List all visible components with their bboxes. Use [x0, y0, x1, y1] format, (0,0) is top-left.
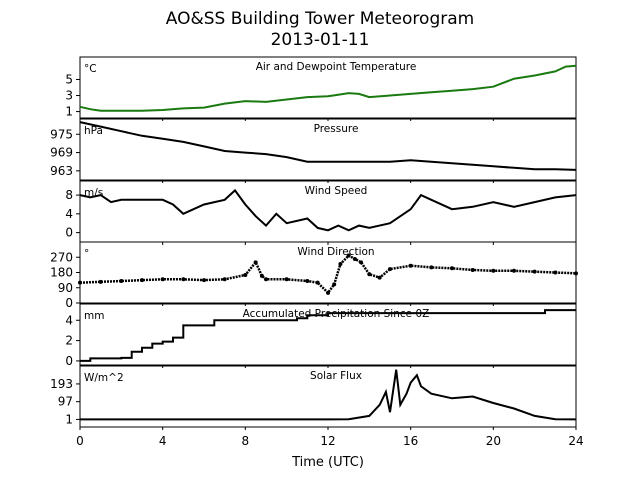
x-axis-label: Time (UTC) [291, 455, 364, 470]
panel-title: Wind Speed [305, 185, 368, 197]
x-tick-label: 4 [159, 434, 167, 448]
y-tick-label: 5 [65, 72, 73, 86]
x-tick-label: 24 [568, 434, 583, 448]
series-line [79, 64, 577, 112]
series-line [80, 309, 576, 362]
y-tick-label: 1 [65, 412, 73, 426]
y-tick-label: 270 [50, 250, 73, 264]
y-tick-label: 963 [50, 164, 73, 178]
x-tick-label: 0 [76, 434, 84, 448]
panel-title: Solar Flux [310, 370, 362, 382]
y-tick-label: 4 [65, 313, 73, 327]
figure-date: 2013-01-11 [271, 30, 370, 50]
panel-unit-label: mm [84, 310, 104, 322]
y-tick-label: 1 [65, 105, 73, 119]
y-tick-label: 97 [58, 395, 73, 409]
y-tick-label: 975 [50, 127, 73, 141]
y-tick-label: 8 [65, 188, 73, 202]
panel-title: Pressure [314, 123, 359, 135]
panel-1: 1 3 5 Air and Dewpoint Temperature °C [65, 56, 577, 121]
figure-title: AO&SS Building Tower Meteorogram [166, 9, 474, 29]
panel-title: Wind Direction [297, 246, 374, 258]
panel-unit-label: °C [84, 63, 97, 75]
y-tick-label: 0 [65, 226, 73, 240]
x-tick-label: 8 [242, 434, 250, 448]
panel-2: 963 969 975 Pressure hPa [50, 118, 577, 183]
series-line [80, 369, 577, 421]
y-tick-label: 3 [65, 89, 73, 103]
y-tick-label: 969 [50, 146, 73, 160]
x-tick-label: 12 [320, 434, 335, 448]
series-line [79, 121, 577, 171]
y-tick-label: 180 [50, 266, 73, 280]
x-tick-label: 20 [486, 434, 501, 448]
panel-unit-label: ° [84, 248, 89, 260]
y-tick-label: 2 [65, 334, 73, 348]
panel-unit-label: hPa [84, 125, 103, 137]
x-tick-label: 16 [403, 434, 418, 448]
y-tick-label: 90 [58, 281, 73, 295]
series-line [79, 188, 577, 232]
y-tick-label: 4 [65, 207, 73, 221]
panel-6: 1 97 193 Solar Flux W/m^2 [50, 365, 577, 430]
panel-unit-label: W/m^2 [84, 372, 124, 384]
x-axis: 0 4 8 12 16 20 24 [76, 434, 583, 448]
y-tick-label: 193 [50, 377, 73, 391]
y-tick-label: 0 [65, 354, 73, 368]
series-trace [79, 254, 577, 295]
panel-title: Air and Dewpoint Temperature [256, 61, 417, 73]
y-tick-label: 0 [65, 296, 73, 310]
